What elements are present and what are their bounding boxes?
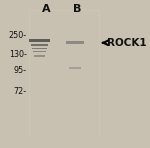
Text: 130-: 130- — [9, 50, 27, 59]
Text: ROCK1: ROCK1 — [107, 38, 147, 48]
FancyBboxPatch shape — [31, 44, 48, 46]
FancyBboxPatch shape — [64, 11, 99, 136]
Text: 95-: 95- — [14, 66, 27, 75]
FancyBboxPatch shape — [30, 11, 64, 136]
FancyBboxPatch shape — [32, 48, 47, 49]
Text: 72-: 72- — [14, 87, 27, 96]
FancyBboxPatch shape — [33, 51, 46, 52]
Text: 250-: 250- — [9, 31, 27, 40]
FancyBboxPatch shape — [34, 55, 45, 57]
Text: B: B — [73, 4, 82, 14]
FancyBboxPatch shape — [66, 41, 84, 44]
Text: A: A — [41, 4, 50, 14]
FancyBboxPatch shape — [29, 10, 100, 136]
FancyBboxPatch shape — [29, 39, 50, 42]
FancyBboxPatch shape — [69, 67, 81, 69]
